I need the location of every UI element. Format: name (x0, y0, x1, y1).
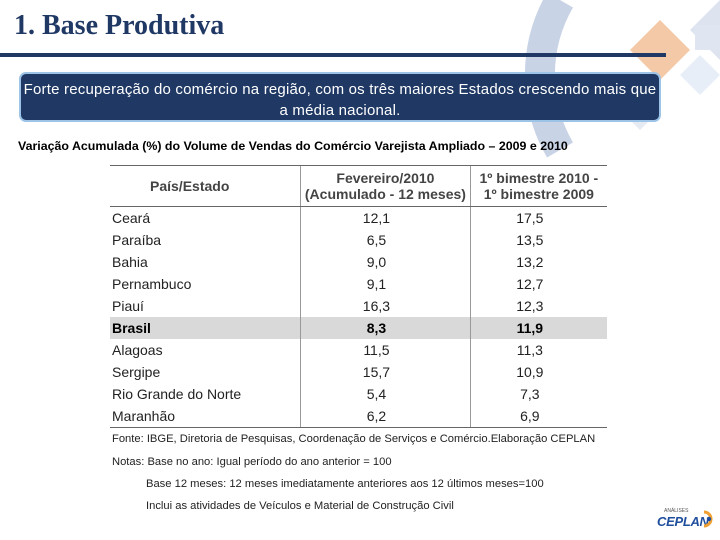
header-bimester-line2: 1º bimestre 2009 (483, 186, 594, 202)
bimester-value: 13,2 (469, 251, 607, 273)
state-name: Sergipe (112, 364, 161, 380)
header-state: País/Estado (110, 165, 301, 207)
sales-table: País/Estado Fevereiro/2010 (Acumulado - … (110, 165, 607, 428)
february-value: 12,1 (300, 206, 471, 229)
header-february-line1: Fevereiro/2010 (336, 170, 435, 186)
february-value: 9,0 (300, 251, 471, 273)
state-name: Pernambuco (112, 276, 192, 292)
state-name: Brasil (110, 317, 301, 339)
state-name: Ceará (112, 210, 151, 226)
february-value: 15,7 (300, 361, 471, 383)
bimester-value: 13,5 (469, 229, 607, 251)
state-name: Alagoas (112, 342, 163, 358)
bimester-value: 17,5 (469, 206, 607, 229)
header-bimester: 1º bimestre 2010 - 1º bimestre 2009 (469, 165, 607, 207)
highlight-callout: Forte recuperação do comércio na região,… (19, 72, 661, 122)
table-header-row: País/Estado Fevereiro/2010 (Acumulado - … (110, 165, 607, 207)
page-title: 1. Base Produtiva (14, 10, 225, 41)
bimester-value: 10,9 (469, 361, 607, 383)
february-value: 6,5 (300, 229, 471, 251)
state-name: Bahia (112, 254, 148, 270)
table-row: Ceará 12,1 17,5 (110, 206, 607, 229)
notes-line: Inclui as atividades de Veículos e Mater… (146, 500, 454, 512)
logo-wordmark: CEPLAN (657, 514, 709, 529)
table-row: Piauí 16,3 12,3 (110, 295, 607, 317)
notes-line: Notas: Base no ano: Igual período do ano… (112, 456, 392, 468)
table-caption: Variação Acumulada (%) do Volume de Vend… (18, 139, 568, 153)
state-name: Maranhão (110, 405, 301, 428)
table-row: Maranhão 6,2 6,9 (110, 405, 607, 428)
february-value: 6,2 (300, 405, 471, 428)
source-note: Fonte: IBGE, Diretoria de Pesquisas, Coo… (112, 433, 596, 445)
logo-swirl-icon (703, 510, 713, 528)
bimester-value: 6,9 (469, 405, 607, 428)
table-row: Paraíba 6,5 13,5 (110, 229, 607, 251)
february-value: 16,3 (300, 295, 471, 317)
table-row: Bahia 9,0 13,2 (110, 251, 607, 273)
table-row: Pernambuco 9,1 12,7 (110, 273, 607, 295)
february-value: 8,3 (300, 317, 471, 339)
bimester-value: 11,3 (469, 339, 607, 361)
table-row: Alagoas 11,5 11,3 (110, 339, 607, 361)
bimester-value: 12,3 (469, 295, 607, 317)
table-row-national: Brasil 8,3 11,9 (110, 317, 607, 339)
header-february: Fevereiro/2010 (Acumulado - 12 meses) (300, 165, 471, 207)
february-value: 5,4 (300, 383, 471, 405)
state-name: Rio Grande do Norte (112, 386, 242, 402)
header-february-line2: (Acumulado - 12 meses) (304, 186, 466, 202)
bimester-value: 12,7 (469, 273, 607, 295)
logo-tagline: ANÁLISES (664, 508, 689, 514)
title-divider (0, 53, 666, 57)
header-bimester-line1: 1º bimestre 2010 - (479, 170, 599, 186)
state-name: Piauí (112, 298, 144, 314)
bimester-value: 7,3 (469, 383, 607, 405)
notes-line: Base 12 meses: 12 meses imediatamente an… (146, 478, 544, 490)
bimester-value: 11,9 (469, 317, 607, 339)
february-value: 9,1 (300, 273, 471, 295)
state-name: Paraíba (112, 232, 162, 248)
table-row: Rio Grande do Norte 5,4 7,3 (110, 383, 607, 405)
table-row: Sergipe 15,7 10,9 (110, 361, 607, 383)
february-value: 11,5 (300, 339, 471, 361)
